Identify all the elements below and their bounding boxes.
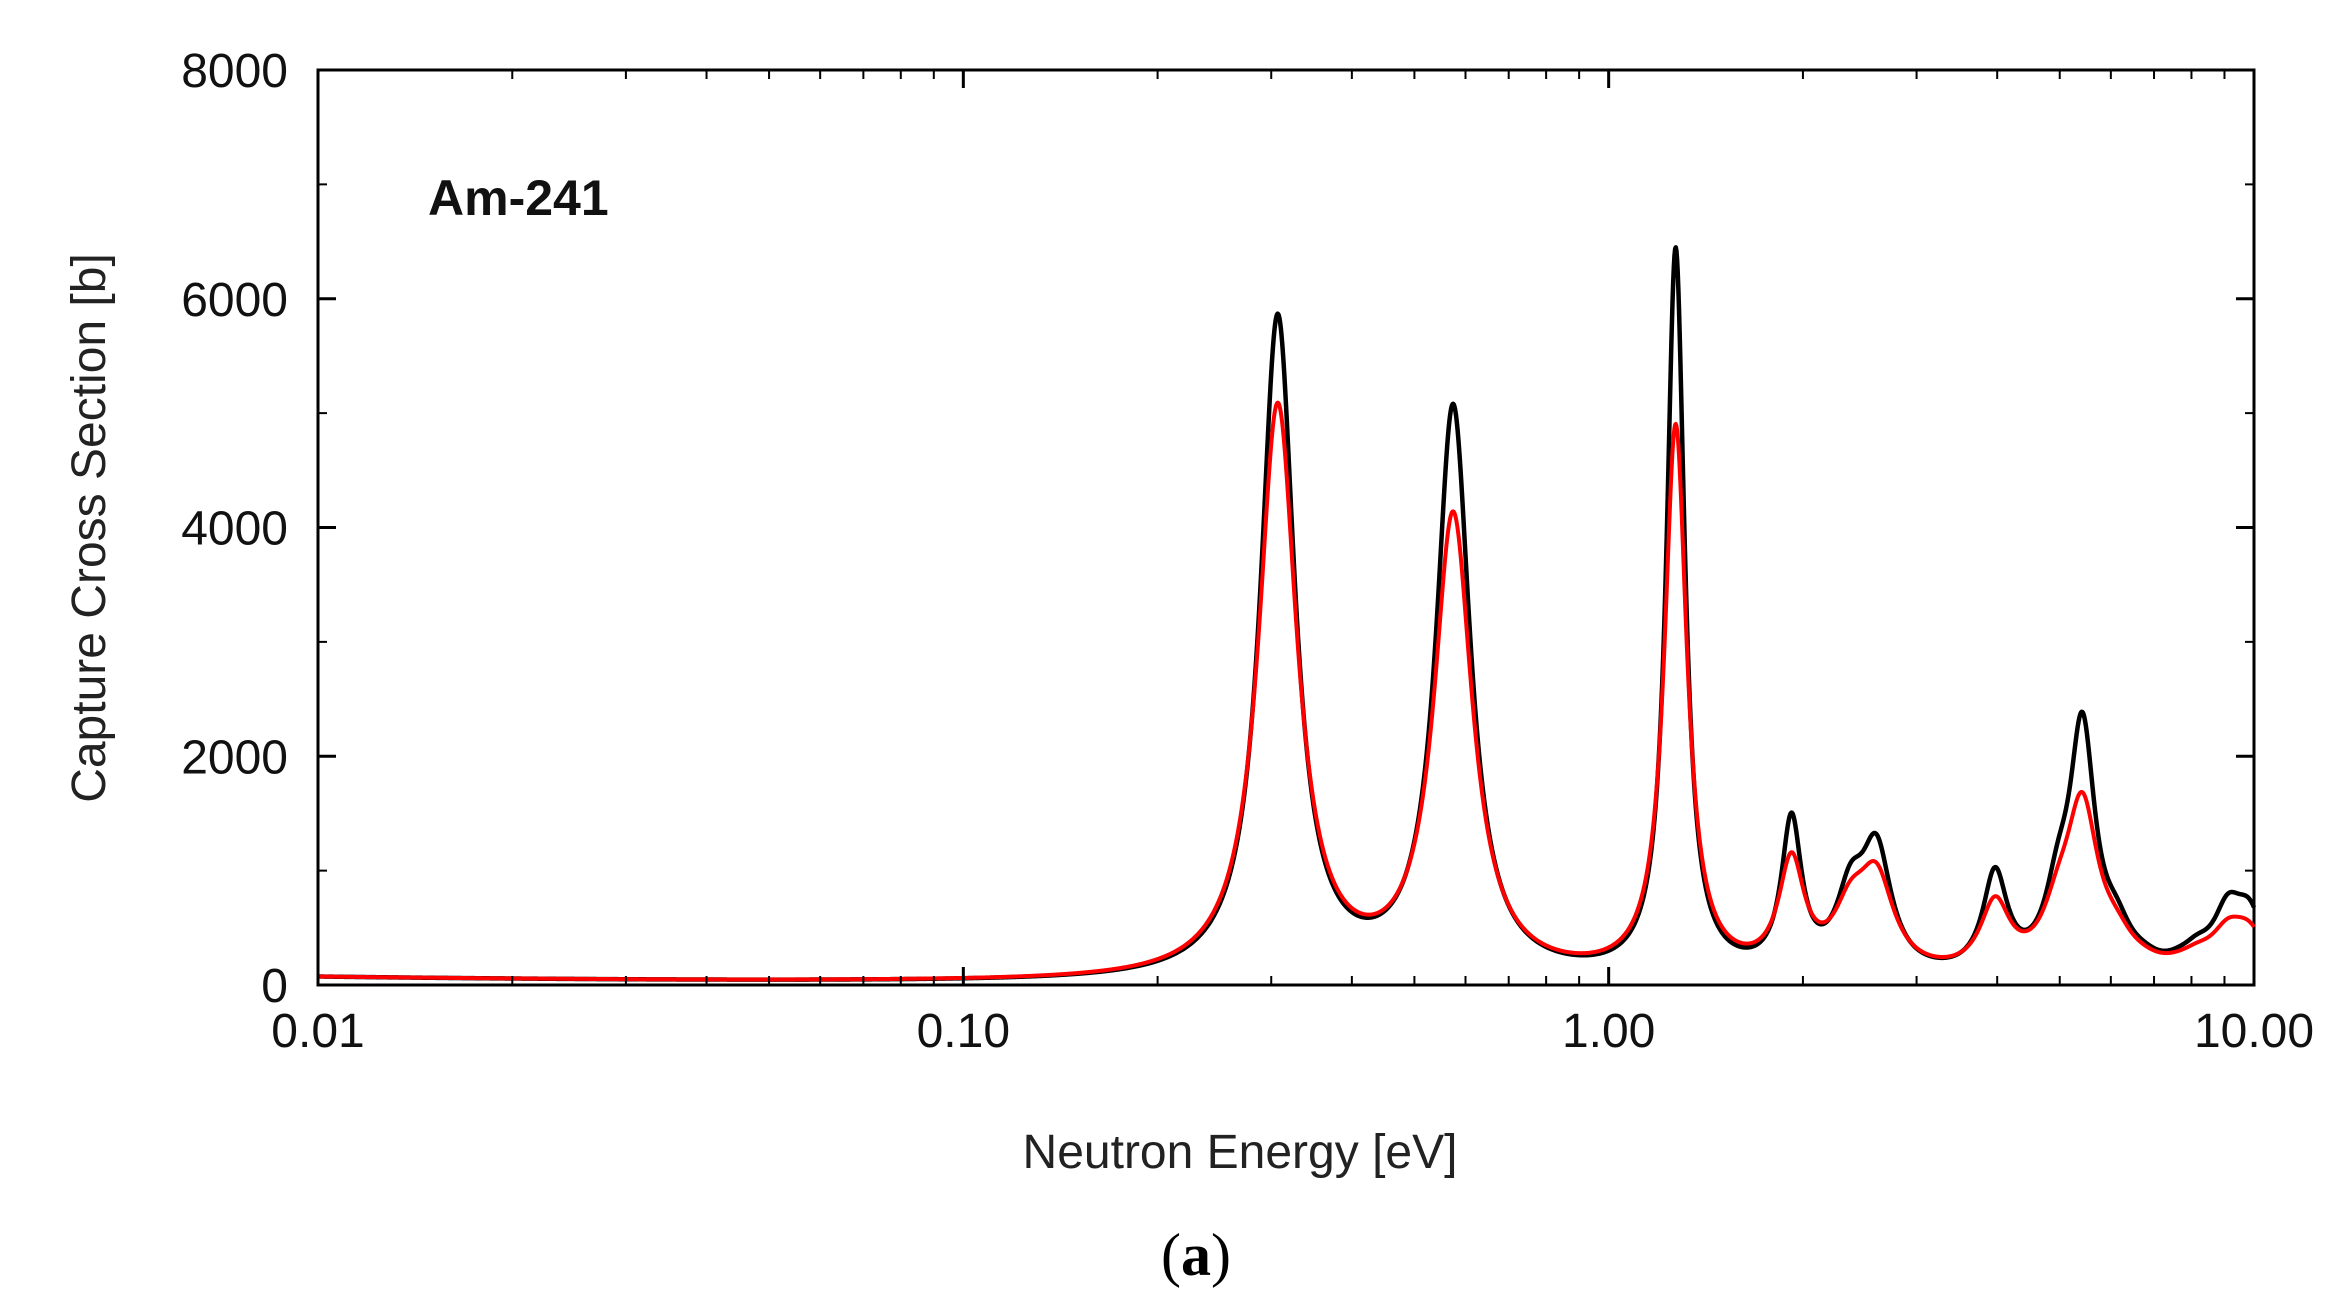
y-tick-label: 4000 (181, 503, 288, 556)
x-axis-title: Neutron Energy [eV] (1023, 1126, 1458, 1179)
tick-layer: 0.01 0.10 1.00 10.00 0 2000 4000 6000 8000 (181, 45, 2314, 1058)
annotation-label: Am-241 (428, 170, 609, 226)
caption-letter: a (1181, 1222, 1211, 1288)
series-red-line (316, 400, 2256, 982)
y-tick-label: 0 (261, 960, 288, 1013)
figure-caption: (a) (1161, 1222, 1231, 1288)
y-tick-label: 8000 (181, 45, 288, 98)
series-black-line (316, 245, 2257, 982)
x-tick-label: 10.00 (2194, 1005, 2314, 1058)
plot-area: 0.01 0.10 1.00 10.00 0 2000 4000 6000 8000 (181, 45, 2314, 1058)
caption-open: ( (1161, 1222, 1181, 1288)
series-layer (316, 245, 2257, 982)
caption-close: ) (1211, 1222, 1231, 1288)
x-tick-label: 1.00 (1562, 1005, 1655, 1058)
x-tick-label: 0.10 (917, 1005, 1010, 1058)
y-axis-title: Capture Cross Section [b] (63, 253, 116, 803)
y-tick-label: 6000 (181, 274, 288, 327)
y-tick-label: 2000 (181, 731, 288, 784)
x-tick-label: 0.01 (271, 1005, 364, 1058)
